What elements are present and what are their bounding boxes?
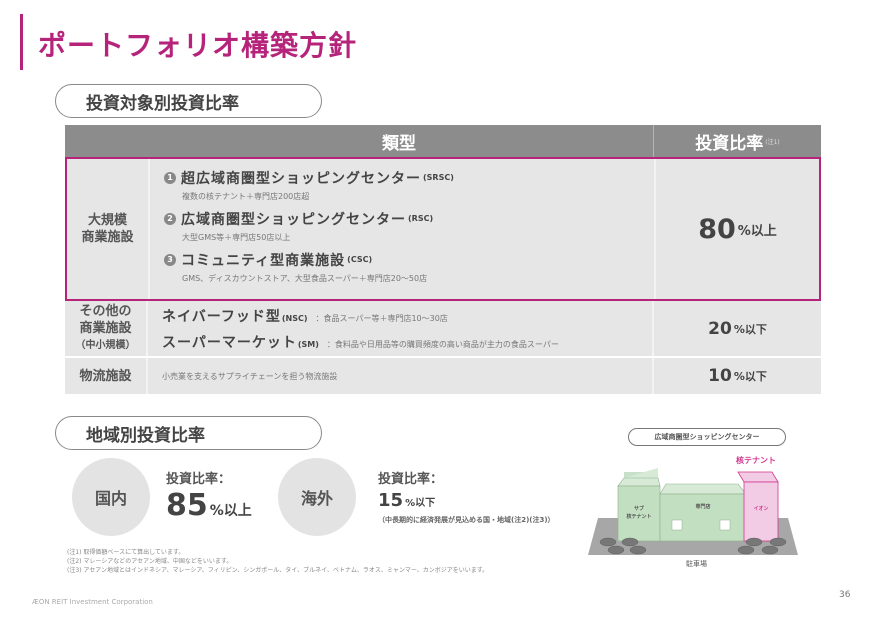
company-brand: ÆON REIT Investment Corporation [32, 598, 153, 606]
item-note: ：食料品や日用品等の購買頻度の高い商品が主力の食品スーパー [326, 339, 559, 349]
domestic-rate-unit: %以上 [209, 503, 252, 519]
overseas-rate-label: 投資比率： [378, 472, 444, 487]
footnote: (注1) 取得価額ベースにて算出しています。 [67, 549, 185, 556]
rate-value: 20 [708, 318, 732, 339]
rate-unit: %以上 [737, 223, 777, 239]
item-abbr: (SM) [297, 339, 319, 349]
item-title: スーパーマーケット [162, 334, 297, 351]
investment-ratio-table: 類型 投資比率 (注1) 大規模 商業施設 1 超広域商圏型ショッピングセンター (S… [65, 125, 821, 396]
overseas-badge: 海外 [278, 458, 356, 536]
footnotes: (注1) 取得価額ベースにて算出しています。 (注2) マレーシアなどのアセアン… [67, 548, 488, 575]
item-abbr: (RSC) [408, 214, 434, 223]
item-abbr: (CSC) [347, 255, 373, 264]
list-item-csc: 3 コミュニティ型商業施設 (CSC) GMS、ディスカウントストア、大型食品スーパ… [164, 250, 654, 288]
description-cell: ネイバーフッド型 (NSC) ：食品スーパー等＋専門店10～30店 スーパーマーケッ… [148, 301, 654, 356]
domestic-rate-value: 85 [166, 488, 208, 523]
header-rate: 投資比率 (注1) [654, 125, 821, 157]
rate-cell: 20 %以下 [654, 301, 821, 356]
header-rate-label: 投資比率 [695, 133, 764, 154]
description-cell: 小売業を支えるサプライチェーンを担う物流施設 [148, 358, 654, 394]
rate-value: 10 [708, 366, 732, 386]
overseas-rate-value: 15 [378, 490, 404, 511]
number-badge-icon: 1 [164, 171, 176, 184]
table-header: 類型 投資比率 (注1) [65, 125, 821, 157]
category-cell: その他の 商業施設 （中小規模） [65, 301, 148, 356]
list-item-nsc: ネイバーフッド型 (NSC) ：食品スーパー等＋専門店10～30店 [162, 306, 652, 326]
category-cell: 大規模 商業施設 [67, 159, 150, 299]
table-row-logistics: 物流施設 小売業を支えるサプライチェーンを担う物流施設 10 %以下 [65, 358, 821, 396]
svg-text:イオン: イオン [753, 505, 768, 512]
header-type: 類型 [65, 125, 654, 157]
number-badge-icon: 2 [164, 212, 176, 225]
domestic-rate-label: 投資比率： [166, 472, 232, 487]
category-line: 物流施設 [79, 368, 132, 384]
category-line: （中小規模） [75, 340, 136, 351]
item-abbr: (NSC) [281, 313, 308, 323]
item-sub: 大型GMS等＋専門店50店以上 [182, 232, 291, 242]
rate-unit: %以下 [733, 370, 767, 383]
overseas-note: （中長期的に経済発展が見込める国・地域(注2)(注3)） [378, 516, 555, 524]
list-item-srsc: 1 超広域商圏型ショッピングセンター (SRSC) 複数の核テナント＋専門店200店… [164, 168, 654, 206]
rate-value: 80 [698, 213, 736, 245]
shopping-center-illustration: 広域商圏型ショッピングセンター 核テナント サブ 核テナント 専門店 イオン 駐… [588, 428, 798, 573]
category-cell: 物流施設 [65, 358, 148, 394]
item-sub: GMS、ディスカウントストア、大型食品スーパー＋専門店20～50店 [182, 273, 428, 283]
table-row-large-commercial: 大規模 商業施設 1 超広域商圏型ショッピングセンター (SRSC) 複数の核テナン… [65, 157, 821, 301]
category-line: その他の [79, 304, 132, 319]
page-number: 36 [839, 590, 851, 600]
footnote: (注3) アセアン地域とはインドネシア、マレーシア、フィリピン、シンガポール、タ… [67, 567, 489, 574]
list-item-sm: スーパーマーケット (SM) ：食料品や日用品等の購買頻度の高い商品が主力の食品スー… [162, 332, 652, 352]
overseas-rate: 15 %以下 [378, 490, 435, 511]
category-line: 大規模 [87, 213, 127, 228]
rate-cell: 80 %以上 [656, 159, 819, 299]
header-rate-note: (注1) [765, 138, 780, 146]
parking-label: 駐車場 [686, 560, 707, 568]
title-accent-bar [20, 14, 23, 70]
item-title: コミュニティ型商業施設 [181, 252, 346, 269]
svg-text:専門店: 専門店 [695, 503, 710, 510]
svg-text:核テナント: 核テナント [626, 513, 651, 520]
footnote: (注2) マレーシアなどのアセアン地域、中国などをいいます。 [67, 558, 233, 565]
item-title: 広域商圏型ショッピングセンター [181, 211, 406, 228]
number-badge-icon: 3 [164, 253, 176, 266]
item-title: 超広域商圏型ショッピングセンター [181, 170, 421, 187]
table-row-other-commercial: その他の 商業施設 （中小規模） ネイバーフッド型 (NSC) ：食品スーパー等＋専… [65, 301, 821, 358]
section-heading-region: 地域別投資比率 [55, 416, 322, 450]
section-heading-asset-type: 投資対象別投資比率 [55, 84, 322, 118]
overseas-rate-unit: %以下 [405, 498, 436, 509]
domestic-rate: 85 %以上 [166, 488, 252, 523]
description-cell: 1 超広域商圏型ショッピングセンター (SRSC) 複数の核テナント＋専門店200店… [150, 159, 656, 299]
item-description: 小売業を支えるサプライチェーンを担う物流施設 [162, 371, 338, 381]
domestic-badge: 国内 [72, 458, 150, 536]
category-line: 商業施設 [79, 321, 132, 336]
category-line: 商業施設 [81, 230, 134, 245]
illustration-title: 広域商圏型ショッピングセンター [628, 428, 786, 446]
svg-text:サブ: サブ [634, 505, 644, 512]
item-note: ：食品スーパー等＋専門店10～30店 [315, 313, 448, 323]
item-abbr: (SRSC) [423, 173, 454, 182]
item-title: ネイバーフッド型 [162, 308, 281, 325]
building-illustration-icon: サブ 核テナント 専門店 イオン [588, 468, 798, 555]
page-title: ポートフォリオ構築方針 [38, 29, 358, 62]
rate-unit: %以下 [733, 322, 767, 336]
list-item-rsc: 2 広域商圏型ショッピングセンター (RSC) 大型GMS等＋専門店50店以上 [164, 209, 654, 247]
core-tenant-label: 核テナント [736, 456, 776, 465]
item-sub: 複数の核テナント＋専門店200店超 [182, 191, 310, 201]
rate-cell: 10 %以下 [654, 358, 821, 394]
